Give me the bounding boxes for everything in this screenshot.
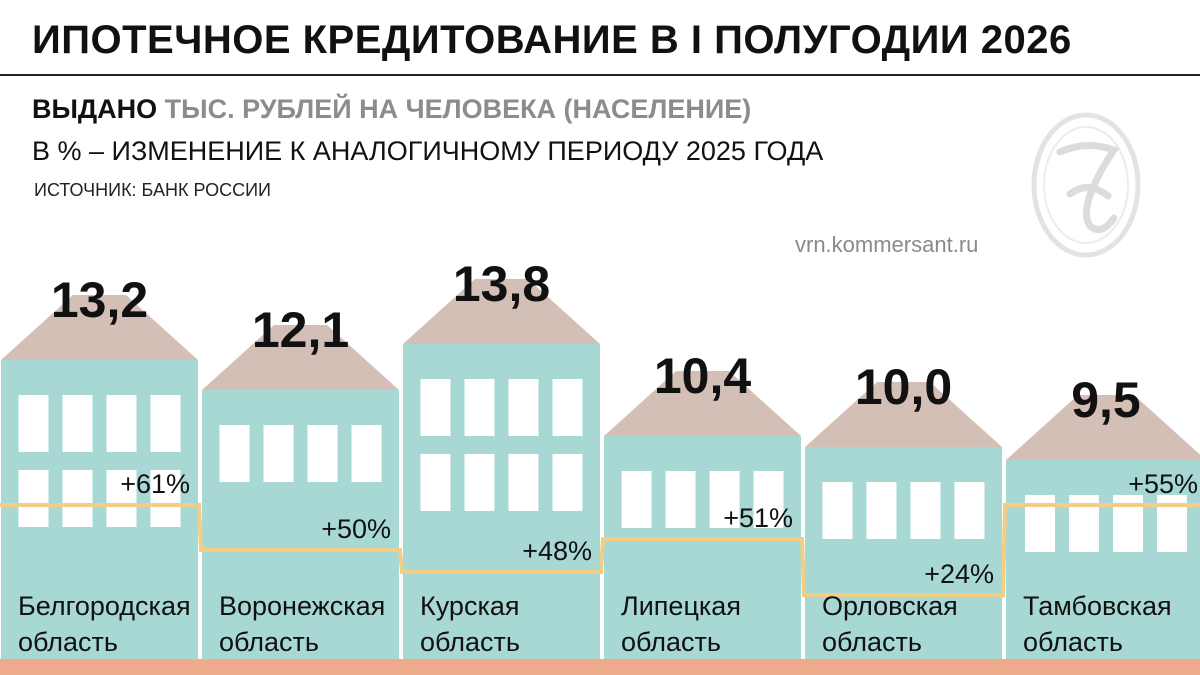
change-line (0, 503, 1200, 597)
window (552, 379, 583, 436)
change-label: +55% (1128, 469, 1198, 499)
window (106, 470, 137, 527)
window (18, 470, 49, 527)
building-body (1006, 460, 1200, 660)
window (420, 379, 451, 436)
building-roof (202, 325, 399, 390)
window (866, 482, 897, 539)
window (18, 395, 49, 452)
window (106, 395, 137, 452)
window (954, 482, 985, 539)
kommersant-logo-icon (1031, 112, 1141, 258)
window (665, 471, 696, 528)
change-label: +48% (522, 536, 592, 566)
source-note: ИСТОЧНИК: БАНК РОССИИ (34, 180, 271, 200)
building-roof (1, 295, 198, 360)
window (709, 471, 740, 528)
region-label: область (621, 627, 721, 657)
region-label: область (822, 627, 922, 657)
window (351, 425, 382, 482)
subtitle-issued: ВЫДАНО ТЫС. РУБЛЕЙ НА ЧЕЛОВЕКА (НАСЕЛЕНИ… (32, 94, 751, 125)
window (420, 454, 451, 511)
window (910, 482, 941, 539)
window (150, 395, 181, 452)
region-label: область (420, 627, 520, 657)
region-label: область (1023, 627, 1123, 657)
change-label: +51% (723, 503, 793, 533)
window (219, 425, 250, 482)
value-label: 13,8 (453, 256, 550, 312)
region-label: Тамбовская (1023, 591, 1172, 621)
change-label: +50% (321, 514, 391, 544)
region-label: область (219, 627, 319, 657)
site-url: vrn.kommersant.ru (795, 232, 979, 257)
value-label: 13,2 (51, 272, 148, 328)
window (62, 470, 93, 527)
window (263, 425, 294, 482)
change-label: +24% (924, 559, 994, 589)
building-roof (1006, 395, 1200, 460)
chart-title: ИПОТЕЧНОЕ КРЕДИТОВАНИЕ В I ПОЛУГОДИИ 202… (32, 18, 1072, 62)
window (464, 379, 495, 436)
change-label: +61% (120, 469, 190, 499)
window (508, 454, 539, 511)
building-roof (805, 382, 1002, 447)
region-label: Липецкая (621, 591, 741, 621)
value-label: 10,4 (654, 348, 752, 404)
building-roof (604, 371, 801, 436)
window (508, 379, 539, 436)
region-label: Воронежская (219, 591, 385, 621)
region-label: область (18, 627, 118, 657)
value-label: 12,1 (252, 302, 349, 358)
window (822, 482, 853, 539)
region-label: Орловская (822, 591, 958, 621)
building-roof (403, 279, 600, 344)
value-label: 9,5 (1071, 372, 1141, 428)
subtitle-issued-strong: ВЫДАНО (32, 94, 158, 124)
subtitle-issued-unit: ТЫС. РУБЛЕЙ НА ЧЕЛОВЕКА (НАСЕЛЕНИЕ) (157, 94, 752, 124)
window (150, 470, 181, 527)
window (307, 425, 338, 482)
value-label: 10,0 (855, 359, 952, 415)
region-label: Курская (420, 591, 519, 621)
region-label: Белгородская (18, 591, 191, 621)
ground-strip (0, 659, 1200, 675)
window (621, 471, 652, 528)
window (62, 395, 93, 452)
window (552, 454, 583, 511)
subtitle-change: В % – ИЗМЕНЕНИЕ К АНАЛОГИЧНОМУ ПЕРИОДУ 2… (32, 136, 824, 166)
window (753, 471, 784, 528)
title-divider (0, 74, 1200, 76)
window (464, 454, 495, 511)
